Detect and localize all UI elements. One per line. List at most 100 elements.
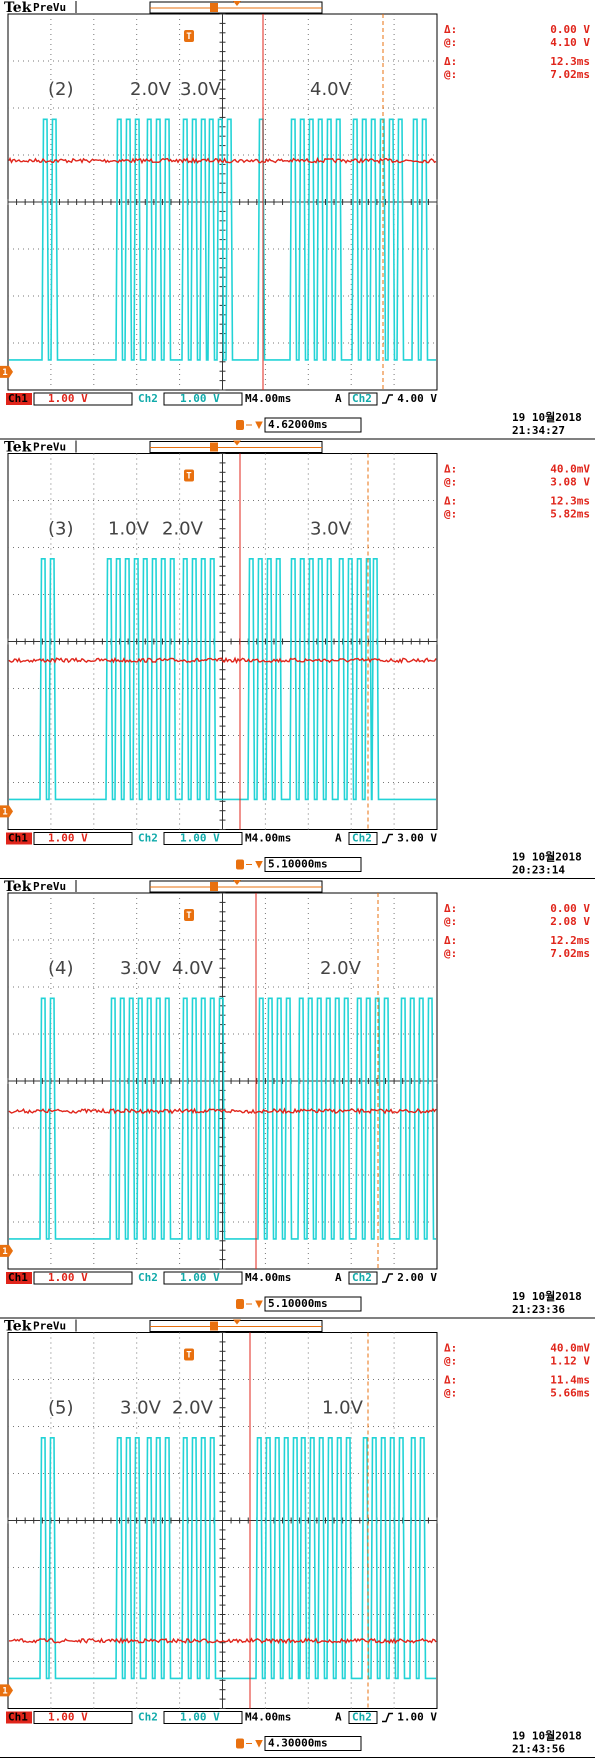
capture-label: (5) xyxy=(48,1398,74,1419)
capture-label: (3) xyxy=(48,519,74,540)
ch1-marker: 1 xyxy=(2,368,7,378)
trigger-icon xyxy=(236,1739,244,1749)
view-marker xyxy=(210,1322,218,1331)
readout-value: 1.12 V xyxy=(550,1355,590,1368)
scope-panel: TekPreVuT1(2)2.0V3.0V4.0VΔ:0.00 V@:4.10 … xyxy=(0,0,595,439)
ch2-scale: 1.00 V xyxy=(180,1711,220,1724)
readout-symbol: @: xyxy=(444,476,457,489)
slope-icon xyxy=(382,1714,393,1722)
readout-symbol: Δ: xyxy=(444,463,457,476)
ch2-label: Ch2 xyxy=(138,392,158,405)
acquisition: A xyxy=(335,832,342,845)
trigger-arrow xyxy=(233,1320,241,1325)
readout-symbol: @: xyxy=(444,947,457,960)
slope-icon xyxy=(382,1274,393,1282)
trigger-level: 4.00 V xyxy=(397,392,437,405)
mode: PreVu xyxy=(33,1,66,14)
readout-value: 5.66ms xyxy=(550,1387,590,1400)
timebase: M4.00ms xyxy=(245,392,291,405)
trigger-marker: T xyxy=(186,911,192,921)
readout-value: 2.08 V xyxy=(550,915,590,928)
trigger-position: 5.10000ms xyxy=(268,1297,328,1310)
readout-symbol: @: xyxy=(444,915,457,928)
readout-value: 7.02ms xyxy=(550,68,590,81)
readout-value: 12.3ms xyxy=(550,495,590,508)
ch1-label: Ch1 xyxy=(8,1711,28,1724)
readout-symbol: Δ: xyxy=(444,23,457,36)
readout-symbol: Δ: xyxy=(444,1374,457,1387)
readout-value: 12.2ms xyxy=(550,934,590,947)
readout-value: 4.10 V xyxy=(550,36,590,49)
time: 20:23:14 xyxy=(512,864,565,877)
trigger-icon-arrow xyxy=(246,422,262,428)
trigger-icon-arrow xyxy=(246,1301,262,1307)
readout-value: 7.02ms xyxy=(550,947,590,960)
voltage-level: 2.0V xyxy=(130,79,172,100)
trigger-arrow xyxy=(233,1,241,6)
trigger-icon xyxy=(236,860,244,870)
ch1-marker: 1 xyxy=(2,807,7,817)
view-marker xyxy=(210,443,218,452)
trigger-source: Ch2 xyxy=(352,392,372,405)
mode: PreVu xyxy=(33,880,66,893)
slope-icon xyxy=(382,835,393,843)
readout-value: 11.4ms xyxy=(550,1374,590,1387)
readout-symbol: Δ: xyxy=(444,495,457,508)
ch2-scale: 1.00 V xyxy=(180,832,220,845)
ch2-scale: 1.00 V xyxy=(180,1271,220,1284)
trigger-position: 4.62000ms xyxy=(268,418,328,431)
ch1-scale: 1.00 V xyxy=(48,392,88,405)
voltage-level: 1.0V xyxy=(322,1398,364,1419)
trigger-arrow xyxy=(233,880,241,885)
date: 19 10월2018 xyxy=(512,1729,582,1743)
ch1-scale: 1.00 V xyxy=(48,1271,88,1284)
ch2-label: Ch2 xyxy=(138,832,158,845)
acquisition: A xyxy=(335,1711,342,1724)
ch1-scale: 1.00 V xyxy=(48,832,88,845)
readout-symbol: @: xyxy=(444,1355,457,1368)
readout-value: 0.00 V xyxy=(550,902,590,915)
trigger-source: Ch2 xyxy=(352,832,372,845)
timebase: M4.00ms xyxy=(245,1711,291,1724)
ch1-scale: 1.00 V xyxy=(48,1711,88,1724)
capture-label: (4) xyxy=(48,958,74,979)
readout-symbol: Δ: xyxy=(444,934,457,947)
trigger-icon xyxy=(236,420,244,430)
trigger-icon-arrow xyxy=(246,862,262,868)
mode: PreVu xyxy=(33,441,66,454)
readout-value: 40.0mV xyxy=(550,463,590,476)
ch2-label: Ch2 xyxy=(138,1271,158,1284)
voltage-level: 3.0V xyxy=(310,519,352,540)
trigger-marker: T xyxy=(186,472,192,482)
voltage-level: 3.0V xyxy=(180,79,222,100)
date: 19 10월2018 xyxy=(512,410,582,424)
trigger-arrow xyxy=(233,441,241,446)
ch1-marker: 1 xyxy=(2,1247,7,1257)
capture-label: (2) xyxy=(48,79,74,100)
trigger-level: 3.00 V xyxy=(397,832,437,845)
readout-value: 3.08 V xyxy=(550,476,590,489)
readout-symbol: Δ: xyxy=(444,902,457,915)
date: 19 10월2018 xyxy=(512,1289,582,1303)
voltage-level: 2.0V xyxy=(162,519,204,540)
voltage-level: 2.0V xyxy=(172,1398,214,1419)
trigger-icon-arrow xyxy=(246,1741,262,1747)
readout-value: 5.82ms xyxy=(550,508,590,521)
ch1-label: Ch1 xyxy=(8,1271,28,1284)
timebase: M4.00ms xyxy=(245,832,291,845)
voltage-level: 2.0V xyxy=(320,958,362,979)
time: 21:43:56 xyxy=(512,1743,565,1756)
readout-symbol: @: xyxy=(444,1387,457,1400)
trigger-source: Ch2 xyxy=(352,1711,372,1724)
voltage-level: 3.0V xyxy=(120,958,162,979)
trigger-level: 2.00 V xyxy=(397,1271,437,1284)
trigger-marker: T xyxy=(186,32,192,42)
trigger-position: 4.30000ms xyxy=(268,1737,328,1750)
trigger-marker: T xyxy=(186,1351,192,1361)
mode: PreVu xyxy=(33,1320,66,1333)
timebase: M4.00ms xyxy=(245,1271,291,1284)
trigger-level: 1.00 V xyxy=(397,1711,437,1724)
